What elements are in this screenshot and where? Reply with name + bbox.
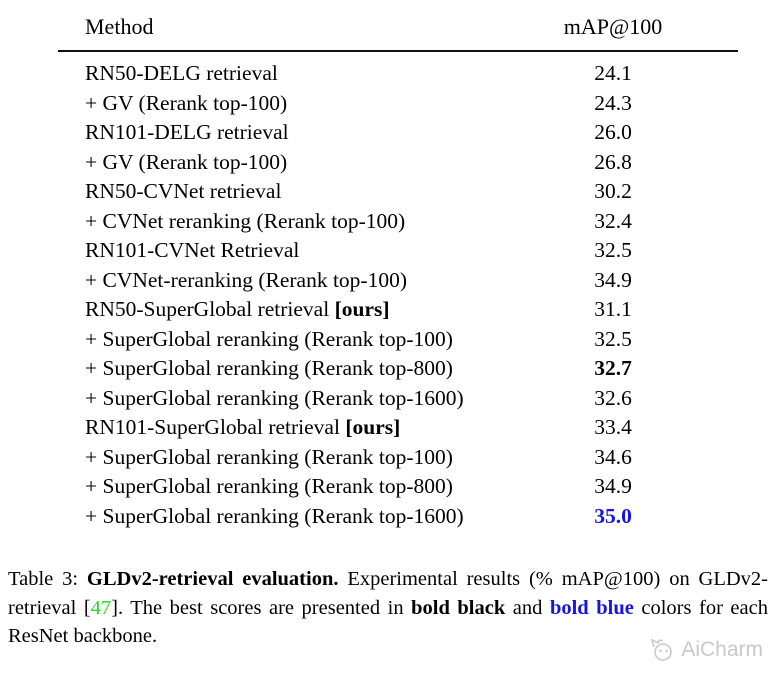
method-cell: RN50-DELG retrieval (85, 61, 278, 86)
score-cell: 32.6 (594, 385, 632, 410)
table-row: RN50-CVNet retrieval 30.2 (58, 177, 738, 207)
method-cell: + CVNet reranking (Rerank top-100) (85, 208, 406, 233)
method-cell: RN50-SuperGlobal retrieval [ours] (85, 297, 390, 322)
score-cell: 35.0 (594, 503, 632, 528)
score-cell: 33.4 (594, 415, 632, 440)
score-cell: 32.5 (594, 238, 632, 263)
table-row: + SuperGlobal reranking (Rerank top-100)… (58, 443, 738, 473)
score-cell: 34.6 (594, 444, 632, 469)
method-cell: RN50-CVNet retrieval (85, 179, 282, 204)
caption-body4: colors for each ResNet backbone. (8, 596, 768, 648)
score-cell: 26.0 (594, 120, 632, 145)
score-cell: 32.5 (594, 326, 632, 351)
method-cell: RN101-CVNet Retrieval (85, 238, 300, 263)
results-table: Method mAP@100 RN50-DELG retrieval 24.1 + … (58, 12, 738, 531)
aicharm-logo-icon (649, 638, 675, 662)
table-row: + GV (Rerank top-100) 26.8 (58, 148, 738, 178)
caption-bold-blue: bold blue (549, 596, 634, 619)
method-cell: + SuperGlobal reranking (Rerank top-800) (85, 356, 453, 381)
table-row: + SuperGlobal reranking (Rerank top-100)… (58, 325, 738, 355)
method-cell: RN101-DELG retrieval (85, 120, 289, 145)
table-row: RN101-CVNet Retrieval 32.5 (58, 236, 738, 266)
ours-tag: [ours] (334, 297, 390, 322)
table-row: + CVNet-reranking (Rerank top-100) 34.9 (58, 266, 738, 296)
table-row: RN101-SuperGlobal retrieval [ours] 33.4 (58, 413, 738, 443)
caption-title: GLDv2-retrieval evaluation. (86, 568, 339, 590)
method-cell: + SuperGlobal reranking (Rerank top-1600… (85, 503, 464, 528)
score-cell: 31.1 (594, 297, 632, 322)
citation-link: 47 (90, 596, 112, 619)
table-row: RN50-DELG retrieval 24.1 (58, 59, 738, 89)
method-cell: + SuperGlobal reranking (Rerank top-800) (85, 474, 453, 499)
method-cell: + SuperGlobal reranking (Rerank top-100) (85, 444, 453, 469)
table-body: RN50-DELG retrieval 24.1 + GV (Rerank top-… (58, 52, 738, 531)
watermark: AiCharm (649, 638, 763, 662)
method-cell: + SuperGlobal reranking (Rerank top-100) (85, 326, 453, 351)
caption-prefix: Table 3: (8, 568, 87, 590)
score-cell: 24.3 (594, 90, 632, 115)
column-header-map100: mAP@100 (563, 14, 663, 39)
method-cell: + GV (Rerank top-100) (85, 90, 288, 115)
table-caption: Table 3: GLDv2-retrieval evaluation. Exp… (8, 565, 768, 651)
score-cell: 34.9 (594, 267, 632, 292)
score-cell: 30.2 (594, 179, 632, 204)
caption-bold-black: bold black (411, 596, 506, 619)
table-row: + GV (Rerank top-100) 24.3 (58, 89, 738, 119)
method-cell: + CVNet-reranking (Rerank top-100) (85, 267, 407, 292)
caption-body1: Experimental results (% mAP@100) on GLDv… (8, 568, 768, 619)
column-header-method: Method (85, 14, 154, 39)
score-cell: 24.1 (594, 61, 632, 86)
table-row: + SuperGlobal reranking (Rerank top-800)… (58, 354, 738, 384)
method-cell: + SuperGlobal reranking (Rerank top-1600… (85, 385, 464, 410)
score-cell: 34.9 (594, 474, 632, 499)
ours-tag: [ours] (345, 415, 401, 440)
table-row: + CVNet reranking (Rerank top-100) 32.4 (58, 207, 738, 237)
table-row: RN101-DELG retrieval 26.0 (58, 118, 738, 148)
table-row: + SuperGlobal reranking (Rerank top-800)… (58, 472, 738, 502)
score-cell: 32.7 (594, 356, 632, 381)
table-row: RN50-SuperGlobal retrieval [ours] 31.1 (58, 295, 738, 325)
table-row: + SuperGlobal reranking (Rerank top-1600… (58, 384, 738, 414)
method-cell: + GV (Rerank top-100) (85, 149, 288, 174)
method-cell: RN101-SuperGlobal retrieval [ours] (85, 415, 401, 440)
score-cell: 26.8 (594, 149, 632, 174)
score-cell: 32.4 (594, 208, 632, 233)
caption-body3: and (505, 596, 550, 619)
caption-body2: ]. The best scores are presented in (111, 596, 412, 619)
watermark-label: AiCharm (681, 638, 763, 661)
table-row: + SuperGlobal reranking (Rerank top-1600… (58, 502, 738, 532)
table-header-row: Method mAP@100 (58, 12, 738, 52)
